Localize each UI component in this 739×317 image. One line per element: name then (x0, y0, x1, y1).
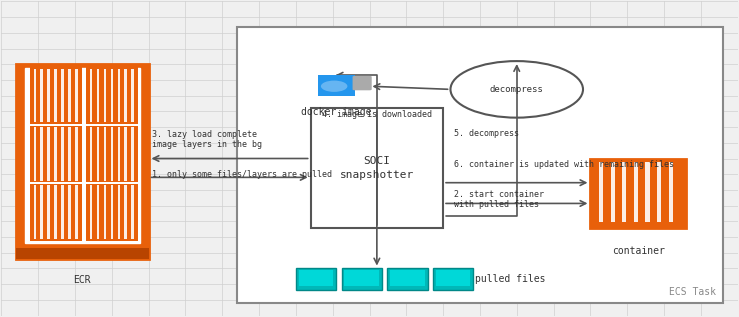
FancyBboxPatch shape (118, 127, 120, 181)
Text: pulled files: pulled files (474, 275, 545, 284)
FancyBboxPatch shape (30, 126, 82, 182)
FancyBboxPatch shape (103, 69, 106, 122)
FancyBboxPatch shape (132, 127, 134, 181)
FancyBboxPatch shape (86, 184, 138, 241)
FancyBboxPatch shape (30, 68, 82, 124)
Text: 4. image is downloaded: 4. image is downloaded (321, 110, 432, 119)
FancyBboxPatch shape (61, 127, 64, 181)
FancyBboxPatch shape (75, 69, 78, 122)
FancyBboxPatch shape (97, 69, 99, 122)
FancyBboxPatch shape (47, 127, 50, 181)
Text: 5. decompress: 5. decompress (454, 129, 520, 138)
FancyBboxPatch shape (596, 162, 680, 223)
FancyBboxPatch shape (390, 270, 425, 286)
FancyBboxPatch shape (97, 185, 99, 239)
FancyBboxPatch shape (433, 268, 473, 290)
FancyBboxPatch shape (55, 185, 57, 239)
FancyBboxPatch shape (599, 162, 603, 222)
FancyBboxPatch shape (47, 69, 50, 122)
FancyBboxPatch shape (132, 185, 134, 239)
Circle shape (451, 61, 583, 118)
FancyBboxPatch shape (75, 185, 78, 239)
FancyBboxPatch shape (61, 185, 64, 239)
FancyBboxPatch shape (103, 127, 106, 181)
FancyBboxPatch shape (90, 127, 92, 181)
FancyBboxPatch shape (68, 69, 71, 122)
Text: 2. start container
with pulled files: 2. start container with pulled files (454, 190, 544, 209)
FancyBboxPatch shape (111, 185, 113, 239)
FancyBboxPatch shape (86, 68, 138, 124)
FancyBboxPatch shape (16, 248, 149, 259)
FancyBboxPatch shape (33, 185, 36, 239)
FancyBboxPatch shape (318, 75, 355, 96)
FancyBboxPatch shape (90, 185, 92, 239)
FancyBboxPatch shape (610, 162, 615, 222)
FancyBboxPatch shape (634, 162, 638, 222)
FancyBboxPatch shape (111, 69, 113, 122)
Text: 6. container is updated with remaining files: 6. container is updated with remaining f… (454, 160, 674, 169)
FancyBboxPatch shape (68, 185, 71, 239)
FancyBboxPatch shape (645, 162, 650, 222)
FancyBboxPatch shape (16, 64, 149, 259)
FancyBboxPatch shape (669, 162, 672, 222)
FancyBboxPatch shape (33, 127, 36, 181)
FancyBboxPatch shape (55, 69, 57, 122)
Circle shape (321, 81, 347, 92)
FancyBboxPatch shape (344, 270, 379, 286)
FancyBboxPatch shape (111, 127, 113, 181)
Text: 1. only some files/layers are pulled: 1. only some files/layers are pulled (152, 170, 333, 179)
FancyBboxPatch shape (97, 127, 99, 181)
FancyBboxPatch shape (657, 162, 661, 222)
FancyBboxPatch shape (90, 69, 92, 122)
FancyBboxPatch shape (237, 27, 723, 303)
FancyBboxPatch shape (299, 270, 333, 286)
FancyBboxPatch shape (25, 68, 140, 243)
FancyBboxPatch shape (622, 162, 627, 222)
FancyBboxPatch shape (436, 270, 470, 286)
FancyBboxPatch shape (124, 185, 127, 239)
FancyBboxPatch shape (86, 126, 138, 182)
FancyBboxPatch shape (132, 69, 134, 122)
FancyBboxPatch shape (124, 127, 127, 181)
Text: docker image: docker image (301, 107, 372, 117)
FancyBboxPatch shape (68, 127, 71, 181)
FancyBboxPatch shape (33, 69, 36, 122)
FancyBboxPatch shape (590, 158, 686, 228)
FancyBboxPatch shape (118, 185, 120, 239)
Text: SOCI
snapshotter: SOCI snapshotter (340, 156, 414, 179)
FancyBboxPatch shape (75, 127, 78, 181)
FancyBboxPatch shape (296, 268, 336, 290)
FancyBboxPatch shape (47, 185, 50, 239)
FancyBboxPatch shape (353, 76, 372, 90)
FancyBboxPatch shape (310, 108, 443, 228)
Text: decompress: decompress (490, 85, 544, 94)
FancyBboxPatch shape (118, 69, 120, 122)
FancyBboxPatch shape (341, 268, 382, 290)
FancyBboxPatch shape (41, 69, 43, 122)
FancyBboxPatch shape (55, 127, 57, 181)
FancyBboxPatch shape (103, 185, 106, 239)
FancyBboxPatch shape (41, 127, 43, 181)
FancyBboxPatch shape (41, 185, 43, 239)
Text: container: container (612, 247, 664, 256)
FancyBboxPatch shape (124, 69, 127, 122)
FancyBboxPatch shape (61, 69, 64, 122)
FancyBboxPatch shape (30, 184, 82, 241)
FancyBboxPatch shape (387, 268, 428, 290)
Text: 3. lazy load complete
image layers in the bg: 3. lazy load complete image layers in th… (152, 130, 262, 149)
Text: ECS Task: ECS Task (669, 287, 715, 297)
Text: ECR: ECR (74, 275, 91, 285)
